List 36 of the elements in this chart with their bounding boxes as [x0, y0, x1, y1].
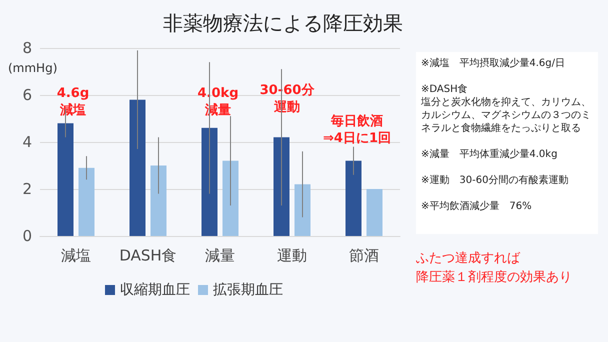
y-tick-label: 4 — [22, 133, 32, 151]
bar — [222, 160, 238, 236]
annotation: ⇒4日に1回 — [323, 131, 391, 146]
text: ※平均飲酒減少量 76% — [421, 200, 532, 212]
text: ※減量 平均体重減少量4.0kg — [421, 148, 558, 160]
text: ※減塩 平均摂取減少量4.6g/日 — [421, 57, 565, 69]
y-tick-label: 2 — [22, 180, 32, 198]
bar — [294, 184, 310, 236]
x-tick-label: 節酒 — [349, 246, 379, 264]
bar — [130, 100, 146, 236]
annotation: 減塩 — [59, 103, 86, 118]
bar — [274, 137, 290, 236]
text: ※DASH食 — [421, 83, 468, 95]
x-tick-label: DASH食 — [119, 246, 177, 264]
text: 降圧薬１剤程度の効果あり — [416, 269, 572, 285]
y-axis-title: (mmHg) — [8, 61, 58, 75]
bar — [58, 123, 74, 236]
chart-title: 非薬物療法による降圧効果 — [163, 11, 403, 35]
bar — [202, 128, 218, 236]
y-tick-label: 6 — [22, 86, 32, 104]
x-tick-label: 運動 — [277, 246, 307, 264]
bar — [150, 166, 166, 236]
annotation: 4.6g — [56, 86, 90, 101]
text: ふたつ達成すれば — [415, 251, 521, 266]
text: 塩分と炭水化物を抑えて、カリウム、カルシウム、マグネシウムの３つのミネラルと食物繊維をたっぷりと取る — [420, 96, 591, 134]
bar — [78, 168, 94, 236]
x-tick-label: 減量 — [205, 246, 235, 264]
legend-label: 拡張期血圧 — [213, 282, 283, 298]
bar — [366, 189, 382, 236]
y-tick-label: 8 — [22, 39, 32, 57]
bar — [346, 160, 362, 236]
legend-label: 収縮期血圧 — [120, 282, 190, 298]
y-tick-label: 0 — [22, 227, 32, 245]
annotation: 毎日飲酒 — [330, 113, 383, 129]
x-tick-label: 減塩 — [61, 246, 91, 264]
text: ※運動 30-60分間の有酸素運動 — [421, 174, 568, 186]
